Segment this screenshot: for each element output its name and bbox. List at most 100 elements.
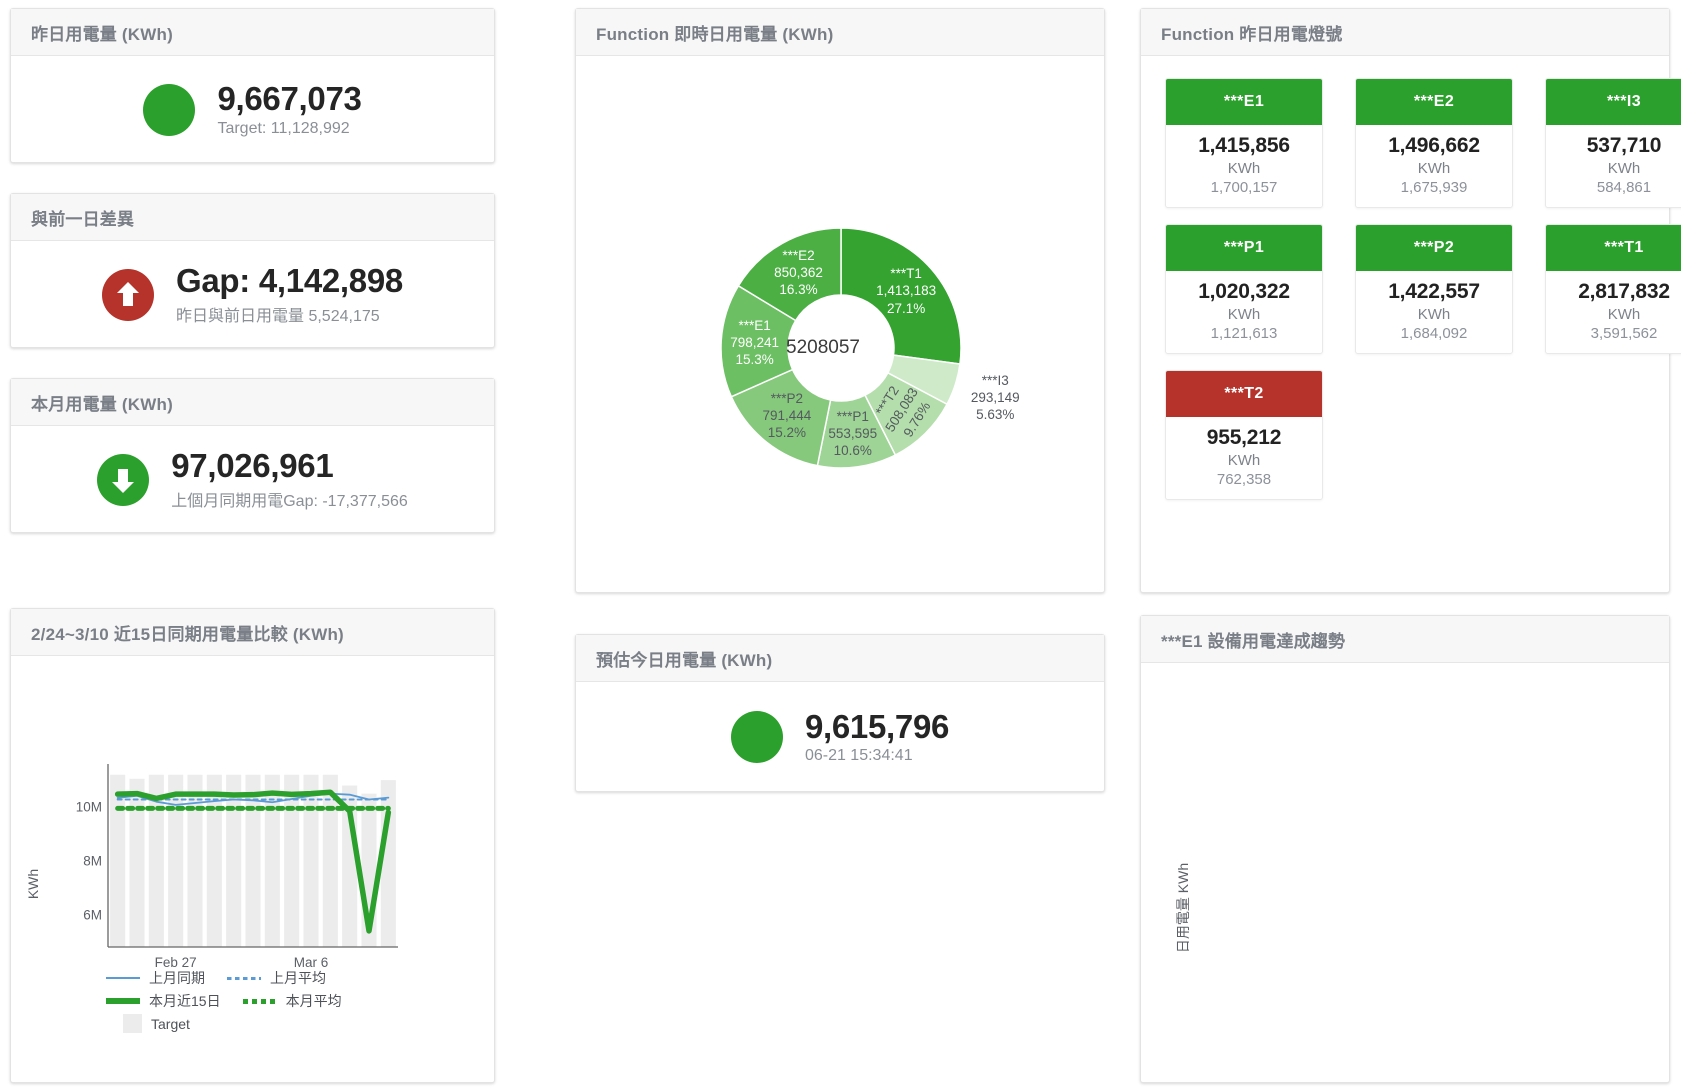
y-axis-tick: 8M: [83, 853, 102, 869]
signal-tile[interactable]: ***I3 537,710 KWh 584,861: [1545, 78, 1681, 208]
gap-value: Gap: 4,142,898: [176, 262, 403, 300]
card-e1-trend: ***E1 設備用電達成趨勢 日用電量 KWh: [1140, 615, 1670, 1083]
yesterday-target: Target: 11,128,992: [217, 119, 350, 137]
legend-swatch-line-thick: [106, 998, 140, 1004]
card-title: 本月用電量 (KWh): [31, 394, 173, 414]
signal-tiles-grid: ***E1 1,415,856 KWh 1,700,157 ***E2 1,496,662…: [1141, 56, 1681, 524]
yesterday-value: 9,667,073: [217, 80, 362, 118]
card-header: 本月用電量 (KWh): [11, 379, 494, 426]
signal-tile-target: 1,675,939: [1400, 179, 1468, 196]
card-diff-previous-day: 與前一日差異 Gap: 4,142,898 昨日與前日用電量 5,524,175: [10, 193, 495, 348]
card-header: 與前一日差異: [11, 194, 494, 241]
arrow-down-icon: [112, 467, 135, 493]
card-estimate-today: 預估今日用電量 (KWh) 9,615,796 06-21 15:34:41: [575, 634, 1105, 792]
signal-tile-unit: KWh: [1607, 160, 1641, 177]
card-title: 2/24~3/10 近15日同期用電量比較 (KWh): [31, 624, 344, 644]
legend-swatch-dotted: [227, 976, 261, 980]
card-title: 與前一日差異: [31, 209, 135, 229]
y-axis-tick: 10M: [75, 799, 102, 815]
signal-tile-target: 762,358: [1216, 471, 1272, 488]
legend-item[interactable]: 本月平均: [242, 991, 342, 1011]
e1-trend-svg: [1141, 663, 1671, 1083]
signal-tile-value: 955,212: [1206, 426, 1282, 449]
legend-label: 本月平均: [285, 993, 342, 1009]
signal-tile-name: ***T1: [1546, 225, 1681, 271]
e1-trend-chart[interactable]: 日用電量 KWh: [1141, 663, 1669, 1083]
signal-tile[interactable]: ***T1 2,817,832 KWh 3,591,562: [1545, 224, 1681, 354]
y-axis-tick: 6M: [83, 907, 102, 923]
signal-tile-unit: KWh: [1417, 306, 1451, 323]
card-title: Function 昨日用電燈號: [1161, 24, 1343, 44]
chart-legend-row: Target: [123, 1014, 212, 1033]
card-header: 2/24~3/10 近15日同期用電量比較 (KWh): [11, 609, 494, 656]
signal-tile-value: 1,415,856: [1198, 134, 1290, 157]
signal-tile[interactable]: ***E2 1,496,662 KWh 1,675,939: [1355, 78, 1513, 208]
gap-sub: 昨日與前日用電量 5,524,175: [176, 307, 380, 325]
legend-label: Target: [151, 1015, 190, 1032]
legend-swatch-line: [106, 977, 140, 979]
compare15-chart[interactable]: 6M 8M 10M Feb 27 Mar 6 KWh 上月同期 上月平均 本月近15日 本月平…: [11, 656, 494, 1083]
chart-legend-row: 上月同期 上月平均: [106, 968, 348, 988]
signal-tile-target: 1,684,092: [1400, 325, 1468, 342]
compare15-svg: [107, 764, 398, 948]
card-yesterday-consumption: 昨日用電量 (KWh) 9,667,073 Target: 11,128,992: [10, 8, 495, 163]
legend-item[interactable]: 上月平均: [227, 968, 326, 988]
arrow-up-icon: [117, 281, 140, 308]
signal-tile-value: 537,710: [1586, 134, 1662, 157]
estimate-timestamp: 06-21 15:34:41: [804, 747, 913, 765]
x-axis-tick: Feb 27: [154, 955, 197, 970]
card-header: 昨日用電量 (KWh): [11, 9, 494, 56]
signal-tile-target: 3,591,562: [1590, 325, 1658, 342]
signal-tile-target: 584,861: [1596, 179, 1652, 196]
signal-tile[interactable]: ***E1 1,415,856 KWh 1,700,157: [1165, 78, 1323, 208]
signal-tile[interactable]: ***P1 1,020,322 KWh 1,121,613: [1165, 224, 1323, 354]
signal-tile-name: ***E1: [1166, 79, 1322, 125]
legend-label: 上月同期: [149, 970, 205, 986]
month-value: 97,026,961: [171, 447, 334, 485]
legend-swatch-box: [123, 1014, 142, 1033]
card-title: ***E1 設備用電達成趨勢: [1161, 631, 1346, 651]
signal-tile-unit: KWh: [1227, 306, 1261, 323]
legend-label: 本月近15日: [149, 993, 221, 1009]
card-header: Function 即時日用電量 (KWh): [576, 9, 1104, 56]
signal-tile-unit: KWh: [1417, 160, 1451, 177]
signal-tile-value: 1,020,322: [1198, 280, 1290, 303]
legend-item[interactable]: 上月同期: [106, 968, 205, 988]
signal-tile-name: ***P2: [1356, 225, 1512, 271]
page-title: 昨日用電量 (KWh): [31, 24, 173, 44]
signal-tile-name: ***I3: [1546, 79, 1681, 125]
signal-tile-unit: KWh: [1607, 306, 1641, 323]
donut-svg: [720, 227, 962, 469]
e1-y-axis-label: 日用電量 KWh: [1175, 862, 1191, 954]
card-header: Function 昨日用電燈號: [1141, 9, 1669, 56]
status-indicator-circle: [143, 83, 196, 136]
legend-item[interactable]: 本月近15日: [106, 991, 221, 1011]
signal-tile-value: 1,496,662: [1388, 134, 1480, 157]
estimate-value: 9,615,796: [804, 707, 950, 745]
card-15day-comparison: 2/24~3/10 近15日同期用電量比較 (KWh) 6M 8M 10M Feb 2…: [10, 608, 495, 1083]
status-indicator-circle: [730, 711, 783, 763]
signal-tile-name: ***P1: [1166, 225, 1322, 271]
legend-item[interactable]: Target: [123, 1014, 190, 1033]
signal-tile-name: ***E2: [1356, 79, 1512, 125]
legend-label: 上月平均: [270, 970, 326, 986]
status-indicator-arrow-up: [102, 268, 155, 321]
x-axis-tick: Mar 6: [293, 955, 329, 970]
card-title: Function 即時日用電量 (KWh): [596, 24, 834, 44]
signal-tile[interactable]: ***P2 1,422,557 KWh 1,684,092: [1355, 224, 1513, 354]
chart-legend-row: 本月近15日 本月平均: [106, 991, 364, 1011]
card-month-consumption: 本月用電量 (KWh) 97,026,961 上個月同期用電Gap: -17,3…: [10, 378, 495, 533]
signal-tile-target: 1,121,613: [1210, 325, 1278, 342]
card-header: 預估今日用電量 (KWh): [576, 635, 1104, 682]
signal-tile-value: 2,817,832: [1578, 280, 1670, 303]
status-indicator-arrow-down: [97, 453, 150, 506]
donut-chart[interactable]: 5208057 ***T1 1,413,183 27.1% ***I3 293,149 5…: [576, 56, 1104, 593]
signal-tile-target: 1,700,157: [1210, 179, 1278, 196]
card-function-signal-lights: Function 昨日用電燈號 ***E1 1,415,856 KWh 1,700,1…: [1140, 8, 1681, 593]
card-function-realtime-donut: Function 即時日用電量 (KWh) 5208057 ***T1 1,413…: [575, 8, 1105, 593]
signal-tile-value: 1,422,557: [1388, 280, 1480, 303]
donut-center-total: 5208057: [786, 337, 860, 358]
signal-tile[interactable]: ***T2 955,212 KWh 762,358: [1165, 370, 1323, 500]
signal-tile-name: ***T2: [1166, 371, 1322, 417]
signal-tile-unit: KWh: [1227, 452, 1261, 469]
